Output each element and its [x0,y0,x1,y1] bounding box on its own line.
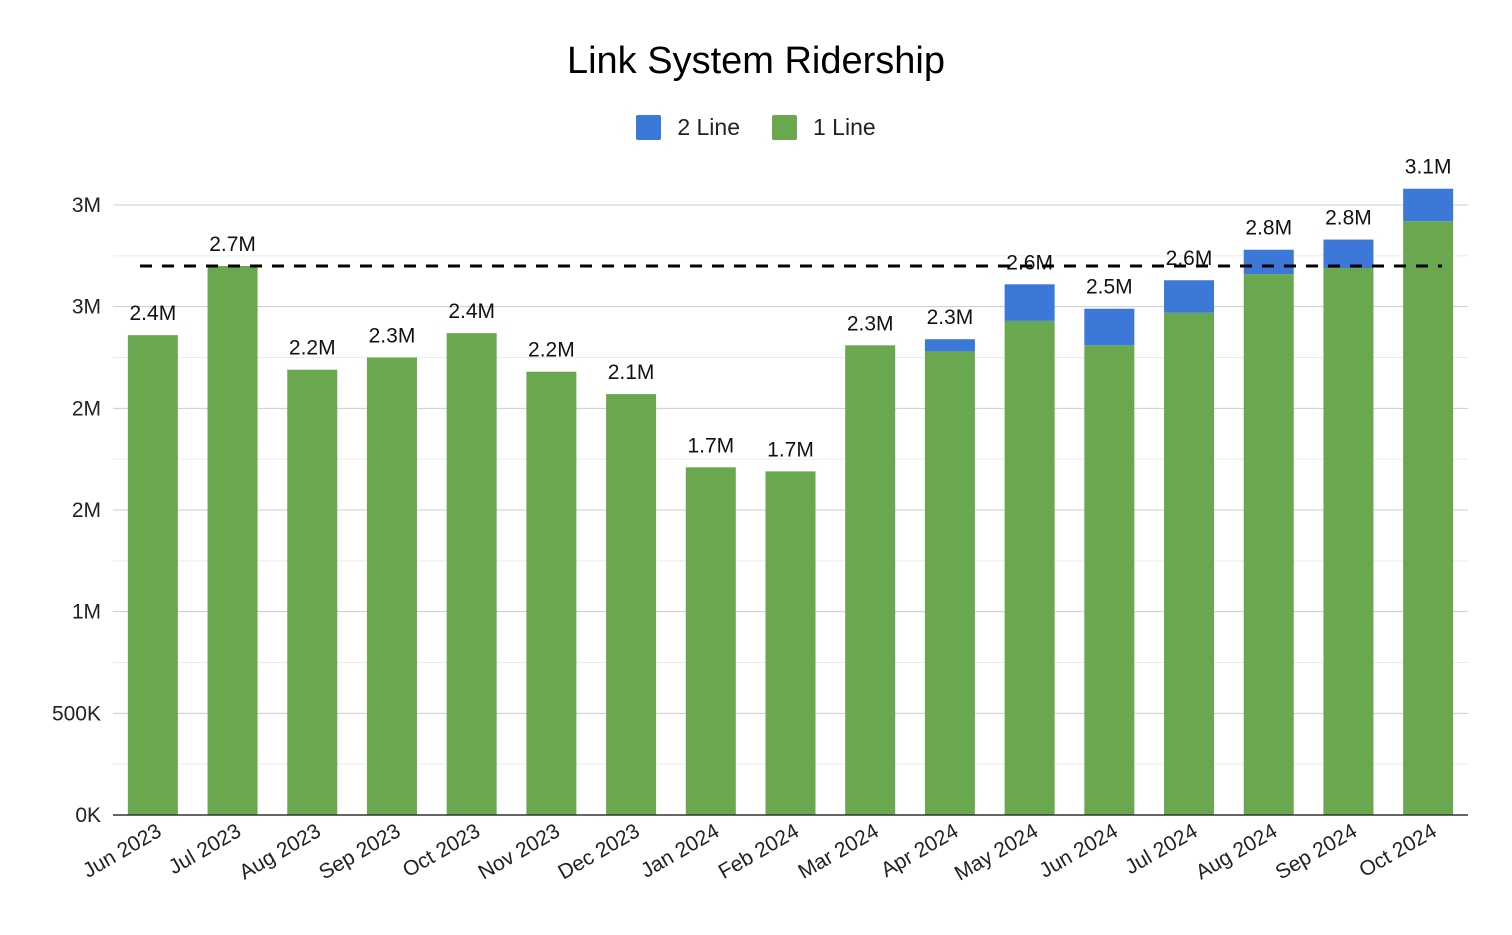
bar-2-line [1243,249,1294,275]
x-tick-label: Jul 2024 [1121,819,1202,879]
x-tick-label: Jun 2023 [79,819,165,882]
x-tick-label: Aug 2024 [1192,819,1282,884]
x-tick-label: Mar 2024 [794,819,883,883]
bar-1-line [287,369,338,815]
x-tick-label: Nov 2023 [475,819,564,884]
data-label: 2.8M [1245,217,1292,240]
x-tick-label: Jul 2023 [165,819,245,879]
data-label: 2.2M [528,339,575,362]
data-label: 2.3M [369,325,416,348]
y-tick-label: 2M [72,397,101,420]
bar-2-line [1164,280,1215,313]
bar-2-line [1004,284,1055,321]
legend-label-2-line: 2 Line [677,114,740,140]
chart-title: Link System Ridership [566,40,946,82]
data-label: 2.1M [608,361,655,384]
data-label: 2.6M [1006,251,1053,274]
data-label: 2.3M [847,312,894,335]
x-tick-label: Apr 2024 [877,819,963,882]
legend: 2 Line 1 Line [0,114,1512,141]
bar-1-line [127,335,178,815]
bar-1-line [765,471,816,815]
bar-1-line [526,371,577,815]
y-tick-label: 2M [72,499,101,522]
y-tick-label: 500K [52,702,101,725]
data-label: 1.7M [687,434,734,457]
bar-2-line [1084,308,1135,346]
x-tick-label: Jan 2024 [637,819,724,882]
bar-1-line [1164,312,1215,815]
bar-2-line [924,339,975,352]
x-tick-label: Jun 2024 [1035,819,1122,882]
data-label: 2.6M [1166,247,1213,270]
bar-1-line [1243,274,1294,816]
data-label: 2.2M [289,337,336,360]
bar-1-line [1403,221,1454,815]
bar-2-line [1323,239,1374,269]
data-label: 2.4M [448,300,495,323]
bar-1-line [1004,320,1055,815]
x-tick-label: May 2024 [951,819,1043,885]
legend-item-2-line: 2 Line [636,114,740,141]
data-label: 2.7M [209,233,256,256]
y-tick-label: 0K [75,804,101,827]
x-tick-label: Dec 2023 [554,819,643,884]
x-tick-label: Aug 2023 [235,819,324,884]
bar-1-line [606,394,657,815]
y-tick-label: 3M [72,194,101,217]
legend-item-1-line: 1 Line [772,114,876,141]
data-label: 3.1M [1405,156,1452,179]
x-tick-label: Oct 2023 [399,819,484,882]
bar-1-line [1323,268,1374,815]
legend-swatch-1-line [772,115,797,140]
x-tick-label: Sep 2024 [1272,819,1362,884]
legend-label-1-line: 1 Line [813,114,876,140]
legend-swatch-2-line [636,115,662,140]
bar-1-line [845,345,896,815]
x-tick-label: Oct 2024 [1355,819,1441,882]
bar-1-line [1084,345,1135,815]
data-label: 2.5M [1086,276,1133,299]
bar-1-line [685,467,736,815]
data-label: 1.7M [767,438,814,461]
bar-1-line [366,357,417,815]
data-label: 2.3M [927,306,974,329]
data-label: 2.4M [130,302,177,325]
y-tick-label: 1M [72,601,101,624]
bar-1-line [924,351,975,815]
bar-2-line [1403,188,1454,222]
data-label: 2.8M [1325,207,1372,230]
bar-1-line [446,333,497,815]
bar-1-line [207,266,258,815]
y-tick-label: 3M [72,296,101,319]
x-tick-label: Feb 2024 [715,819,804,883]
x-tick-label: Sep 2023 [315,819,404,884]
